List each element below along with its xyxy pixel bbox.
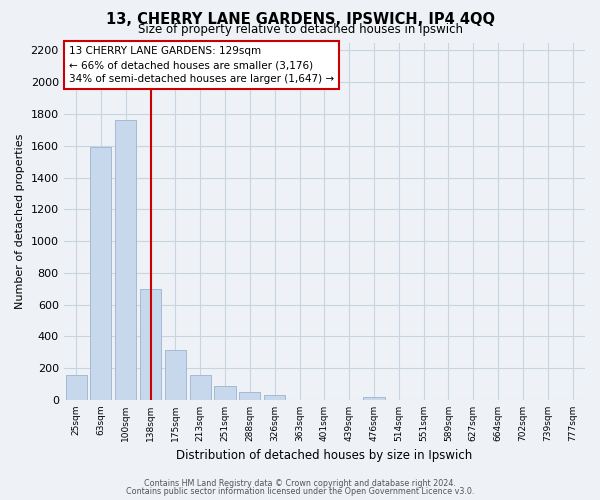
Text: Contains HM Land Registry data © Crown copyright and database right 2024.: Contains HM Land Registry data © Crown c… xyxy=(144,479,456,488)
Text: Contains public sector information licensed under the Open Government Licence v3: Contains public sector information licen… xyxy=(126,486,474,496)
Text: Size of property relative to detached houses in Ipswich: Size of property relative to detached ho… xyxy=(137,22,463,36)
Text: 13, CHERRY LANE GARDENS, IPSWICH, IP4 4QQ: 13, CHERRY LANE GARDENS, IPSWICH, IP4 4Q… xyxy=(106,12,494,28)
Text: 13 CHERRY LANE GARDENS: 129sqm
← 66% of detached houses are smaller (3,176)
34% : 13 CHERRY LANE GARDENS: 129sqm ← 66% of … xyxy=(69,46,334,84)
Bar xyxy=(140,288,161,400)
Bar xyxy=(364,397,385,400)
Bar xyxy=(65,374,86,400)
X-axis label: Distribution of detached houses by size in Ipswich: Distribution of detached houses by size … xyxy=(176,450,472,462)
Bar xyxy=(115,120,136,400)
Y-axis label: Number of detached properties: Number of detached properties xyxy=(15,134,25,309)
Bar xyxy=(165,350,186,400)
Bar xyxy=(264,395,285,400)
Bar xyxy=(190,376,211,400)
Bar xyxy=(239,392,260,400)
Bar xyxy=(91,148,112,400)
Bar xyxy=(214,386,236,400)
